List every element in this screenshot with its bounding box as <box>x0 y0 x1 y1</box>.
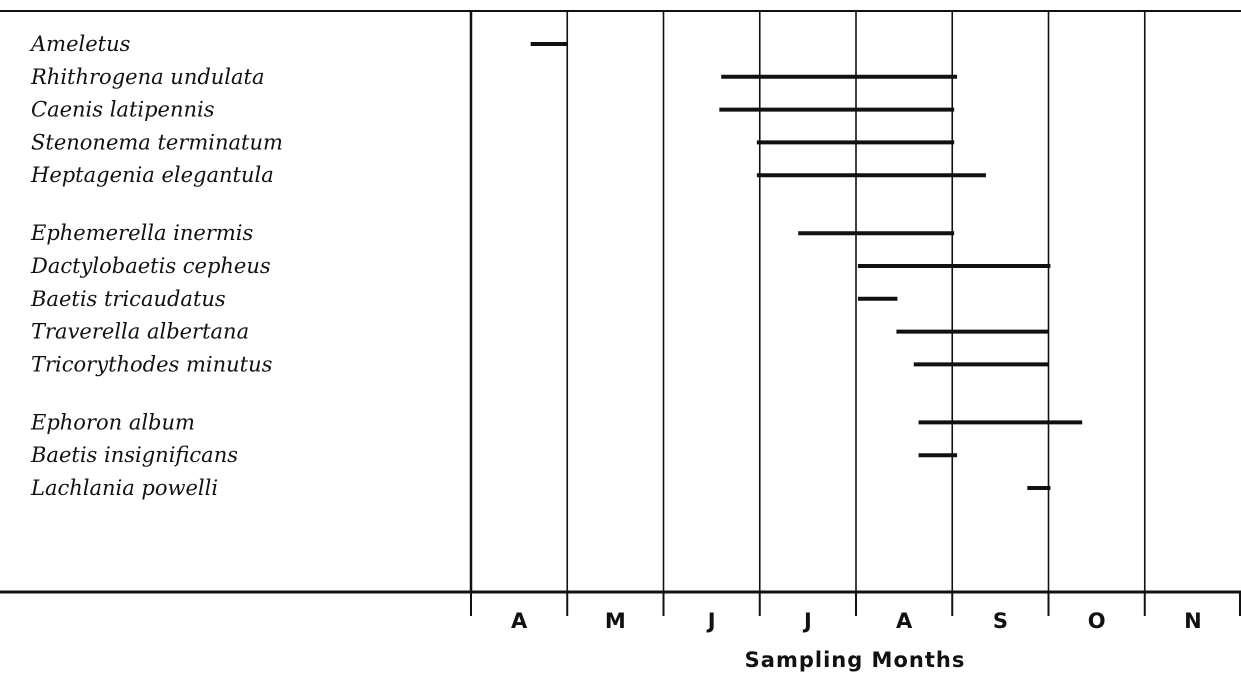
species-label: Baetis tricaudatus <box>30 287 226 311</box>
species-label: Heptagenia elegantula <box>30 163 274 187</box>
month-label: S <box>993 609 1008 633</box>
species-label: Dactylobaetis cepheus <box>30 254 271 278</box>
species-label: Ameletus <box>29 32 131 56</box>
species-label: Ephoron album <box>30 410 195 434</box>
species-label: Ephemerella inermis <box>30 221 253 245</box>
month-label: M <box>605 609 626 633</box>
month-label: J <box>706 609 716 633</box>
species-label: Lachlania powelli <box>30 476 218 500</box>
species-label: Rhithrogena undulata <box>30 65 265 89</box>
species-label: Tricorythodes minutus <box>31 352 273 376</box>
species-label: Traverella albertana <box>31 320 249 344</box>
month-label: N <box>1184 609 1202 633</box>
month-label: O <box>1088 609 1106 633</box>
x-axis-label: Sampling Months <box>745 648 966 672</box>
species-labels: Ameletus Rhithrogena undulata Caenis latip… <box>29 32 283 500</box>
month-label: A <box>511 609 528 633</box>
month-gridlines <box>469 11 1241 616</box>
species-label: Stenonema terminatum <box>31 130 283 154</box>
month-label: A <box>896 609 913 633</box>
month-label: J <box>802 609 812 633</box>
species-label: Baetis insignificans <box>30 443 238 467</box>
species-label: Caenis latipennis <box>31 98 215 122</box>
occurrence-bars <box>530 42 1083 490</box>
